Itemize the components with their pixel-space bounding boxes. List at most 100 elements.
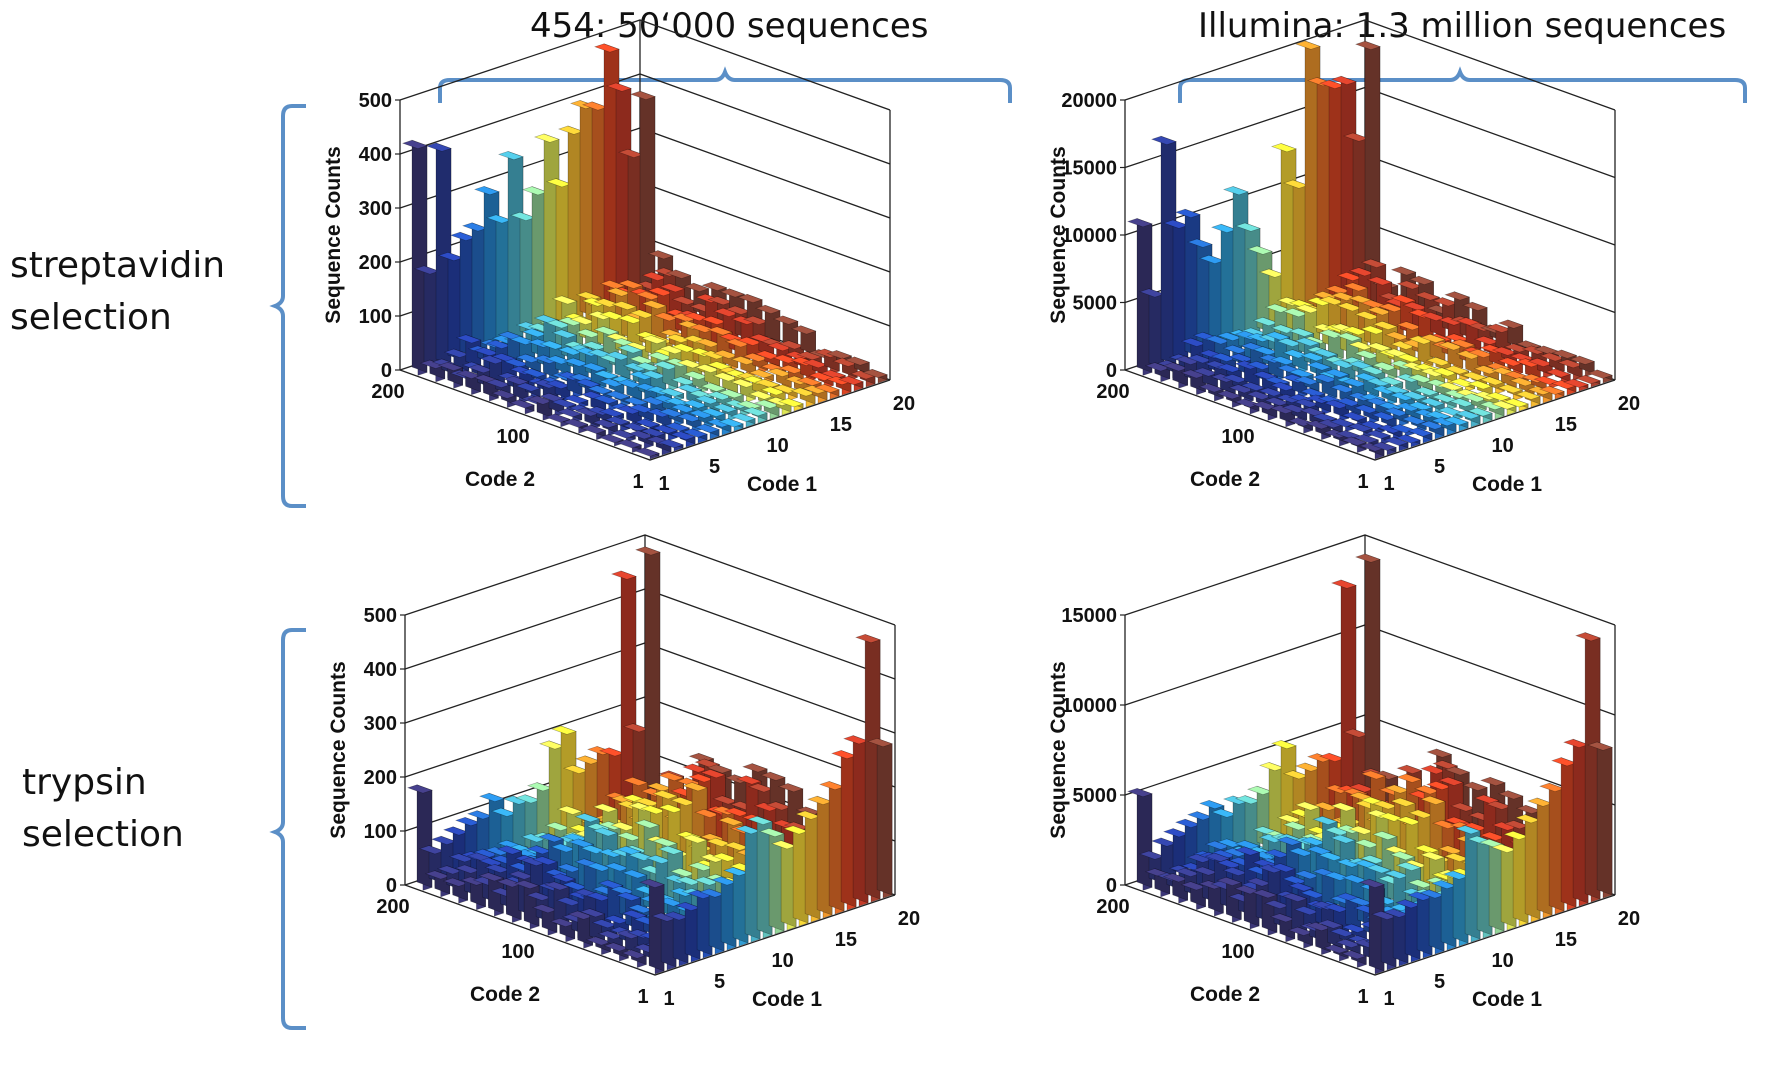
bar-top xyxy=(406,784,433,794)
bar-side xyxy=(1596,741,1613,896)
bar-top xyxy=(629,309,656,319)
bar-top xyxy=(1288,368,1315,378)
bar-top xyxy=(1186,811,1213,821)
bar-top xyxy=(1317,419,1344,429)
bar xyxy=(730,355,757,378)
bar-top xyxy=(1318,752,1345,762)
bar-top xyxy=(1509,377,1536,387)
bar-top xyxy=(1383,908,1410,918)
bar-top xyxy=(1335,397,1362,407)
bar-top xyxy=(563,357,590,367)
x-tick-label: 1 xyxy=(663,988,674,1010)
bar-top xyxy=(538,740,565,750)
bar-top xyxy=(557,125,584,135)
bar-top xyxy=(659,283,686,293)
bar-top xyxy=(448,853,475,863)
bar-top xyxy=(838,375,865,386)
z-tick-label: 1 xyxy=(1357,986,1368,1008)
bar-top xyxy=(706,418,733,428)
bar-top xyxy=(621,949,648,959)
bar xyxy=(850,370,877,388)
x-tick-label: 5 xyxy=(1434,971,1445,993)
bar-top xyxy=(1587,741,1614,751)
bar-top xyxy=(419,359,446,369)
y-tick-label: 20000 xyxy=(1061,90,1117,112)
bar-top xyxy=(1216,876,1243,886)
bar-top xyxy=(1216,390,1243,400)
bar-top xyxy=(1341,950,1368,960)
bar-top xyxy=(515,382,542,392)
z-tick-label: 100 xyxy=(496,426,529,448)
bar-top xyxy=(1150,837,1177,847)
bar-top xyxy=(557,346,584,356)
bar-top xyxy=(1401,391,1428,401)
bar xyxy=(629,90,656,300)
z-tick-label: 200 xyxy=(1096,896,1129,918)
bracket-illumina xyxy=(1178,66,1747,103)
bar-top xyxy=(454,864,481,874)
bar-top xyxy=(1341,436,1368,446)
bar-top xyxy=(765,801,792,811)
bar-top xyxy=(665,333,692,344)
bar-top xyxy=(1515,340,1542,350)
bar-top xyxy=(723,867,750,877)
bar-top xyxy=(1342,326,1369,336)
bar-top xyxy=(503,375,530,385)
bar-top xyxy=(1461,371,1488,381)
bar-top xyxy=(1438,776,1465,786)
bar-top xyxy=(574,813,601,823)
bar-top xyxy=(1455,350,1482,360)
bar-top xyxy=(1186,354,1213,364)
bar xyxy=(1198,383,1225,402)
bar xyxy=(1144,362,1171,383)
bar-top xyxy=(1336,302,1363,312)
x-axis-title: Code 1 xyxy=(747,473,817,496)
bar-top xyxy=(1461,393,1488,403)
bar-top xyxy=(1281,892,1308,903)
bar-top xyxy=(437,252,464,262)
bar xyxy=(1587,369,1614,384)
bar-top xyxy=(795,810,822,820)
x-tick-label: 5 xyxy=(714,971,725,993)
bar-top xyxy=(1503,398,1530,408)
bar-top xyxy=(449,231,476,241)
bar-top xyxy=(478,792,505,802)
bar-top xyxy=(814,383,841,394)
bar-top xyxy=(597,930,624,940)
bar xyxy=(1455,410,1482,428)
bar-top xyxy=(1305,420,1332,430)
bar-top xyxy=(790,325,817,335)
y-tick-label: 5000 xyxy=(1073,293,1118,315)
bar-top xyxy=(1551,349,1578,359)
bar-top xyxy=(1336,271,1363,282)
bar-top xyxy=(592,419,619,429)
bar xyxy=(1251,889,1278,936)
bar-top xyxy=(615,929,642,939)
bar-top xyxy=(1162,362,1189,372)
bar-top xyxy=(1407,879,1434,889)
bar-top xyxy=(1473,365,1500,375)
bar xyxy=(479,355,506,388)
bar-top xyxy=(706,391,733,401)
bar-top xyxy=(1527,385,1554,396)
bar-top xyxy=(647,250,674,260)
bar-top xyxy=(1390,797,1417,807)
bar-top xyxy=(844,356,871,366)
bar-top xyxy=(1276,836,1303,846)
bar-top xyxy=(748,390,775,400)
floor-front-edge xyxy=(1124,884,1616,976)
bar-top xyxy=(1348,825,1375,835)
bar-top xyxy=(687,862,714,872)
bar-top xyxy=(669,867,696,878)
bar-top xyxy=(777,783,804,793)
bar xyxy=(1527,385,1554,404)
bar-top xyxy=(473,186,500,196)
bars xyxy=(401,43,889,460)
bar-top xyxy=(629,90,656,100)
bar-top xyxy=(736,400,763,410)
bar-top xyxy=(592,827,619,837)
bar xyxy=(1407,427,1434,444)
bar xyxy=(1330,579,1357,823)
